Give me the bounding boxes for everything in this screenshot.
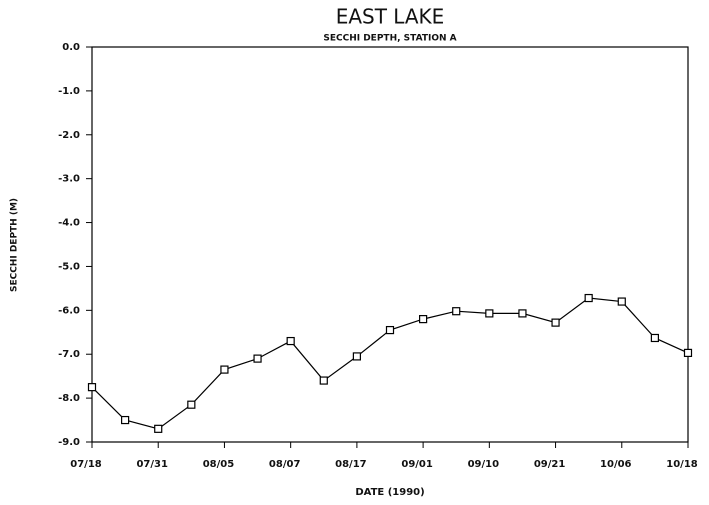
data-point xyxy=(551,318,560,327)
x-tick-label: 08/07 xyxy=(269,459,301,470)
y-tick-label: 0.0 xyxy=(62,42,80,53)
y-tick-label: -7.0 xyxy=(58,349,80,360)
data-point xyxy=(452,307,461,316)
data-point xyxy=(121,415,130,425)
data-point xyxy=(187,400,196,409)
data-point xyxy=(584,293,593,303)
y-tick-label: -5.0 xyxy=(58,261,80,272)
x-axis-label: DATE (1990) xyxy=(355,487,424,498)
data-point xyxy=(154,424,163,433)
y-tick-label: -3.0 xyxy=(58,174,80,185)
y-tick-label: -9.0 xyxy=(58,437,80,448)
x-tick-label: 07/31 xyxy=(136,459,168,470)
x-tick-label: 09/21 xyxy=(534,459,566,470)
y-tick-label: -4.0 xyxy=(58,218,80,229)
data-point xyxy=(419,315,428,324)
y-axis-label: SECCHI DEPTH (M) xyxy=(10,198,20,292)
data-point xyxy=(485,309,494,318)
data-point xyxy=(319,376,328,385)
data-point xyxy=(286,336,295,346)
data-point xyxy=(87,383,97,392)
x-tick-label: 08/05 xyxy=(203,459,235,470)
data-point xyxy=(220,365,229,374)
x-tick-label: 09/01 xyxy=(401,459,433,470)
x-tick-label: 10/06 xyxy=(600,459,632,470)
x-tick-label: 08/17 xyxy=(335,459,367,470)
data-point xyxy=(253,354,262,363)
data-point xyxy=(683,348,693,358)
data-point xyxy=(385,325,395,335)
chart-title: EAST LAKE xyxy=(336,5,445,29)
data-point xyxy=(352,352,361,361)
x-tick-label: 10/18 xyxy=(666,459,698,470)
x-tick-label: 09/10 xyxy=(468,459,500,470)
data-point xyxy=(650,333,659,343)
chart-subtitle: SECCHI DEPTH, STATION A xyxy=(323,34,456,44)
data-point xyxy=(518,309,527,318)
data-line xyxy=(91,297,689,430)
y-tick-label: -6.0 xyxy=(58,305,80,316)
x-tick-label: 07/18 xyxy=(70,459,102,470)
y-tick-label: -1.0 xyxy=(58,86,80,97)
plot-frame xyxy=(91,46,689,443)
y-tick-label: -2.0 xyxy=(58,130,80,141)
y-tick-label: -8.0 xyxy=(58,393,80,404)
data-point xyxy=(617,297,626,306)
